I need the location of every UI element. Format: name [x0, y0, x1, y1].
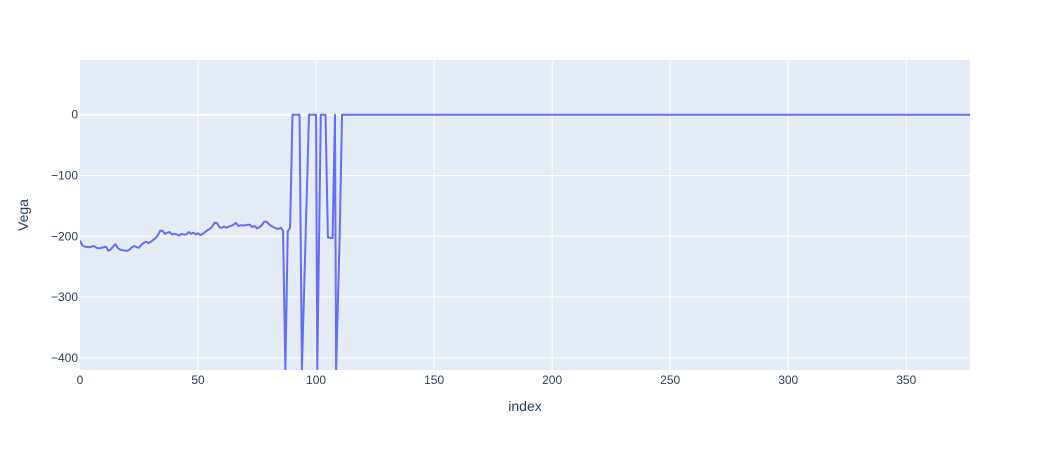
- x-tick-label: 250: [660, 373, 680, 387]
- x-tick-label: 150: [424, 373, 444, 387]
- x-tick-label: 100: [306, 373, 326, 387]
- plot-area: [80, 60, 970, 370]
- series-line-1: [80, 113, 970, 370]
- x-tick-label: 0: [77, 373, 84, 387]
- y-axis-title: Vega: [15, 199, 31, 231]
- x-tick-label: 50: [191, 373, 205, 387]
- y-tick-label: −300: [51, 290, 78, 304]
- x-axis-ticks: 0 50 100 150 200 250 300 350: [77, 373, 917, 387]
- x-tick-label: 200: [542, 373, 562, 387]
- x-tick-label: 300: [778, 373, 798, 387]
- y-tick-label: −100: [51, 168, 78, 182]
- y-tick-label: 0: [71, 108, 78, 122]
- y-axis-ticks: 0 −100 −200 −300 −400: [51, 108, 78, 365]
- y-tick-label: −200: [51, 229, 78, 243]
- series-layer: [80, 113, 970, 370]
- x-tick-label: 350: [896, 373, 916, 387]
- x-axis-title: index: [508, 398, 541, 414]
- y-tick-label: −400: [51, 351, 78, 365]
- gridlines: [80, 60, 970, 370]
